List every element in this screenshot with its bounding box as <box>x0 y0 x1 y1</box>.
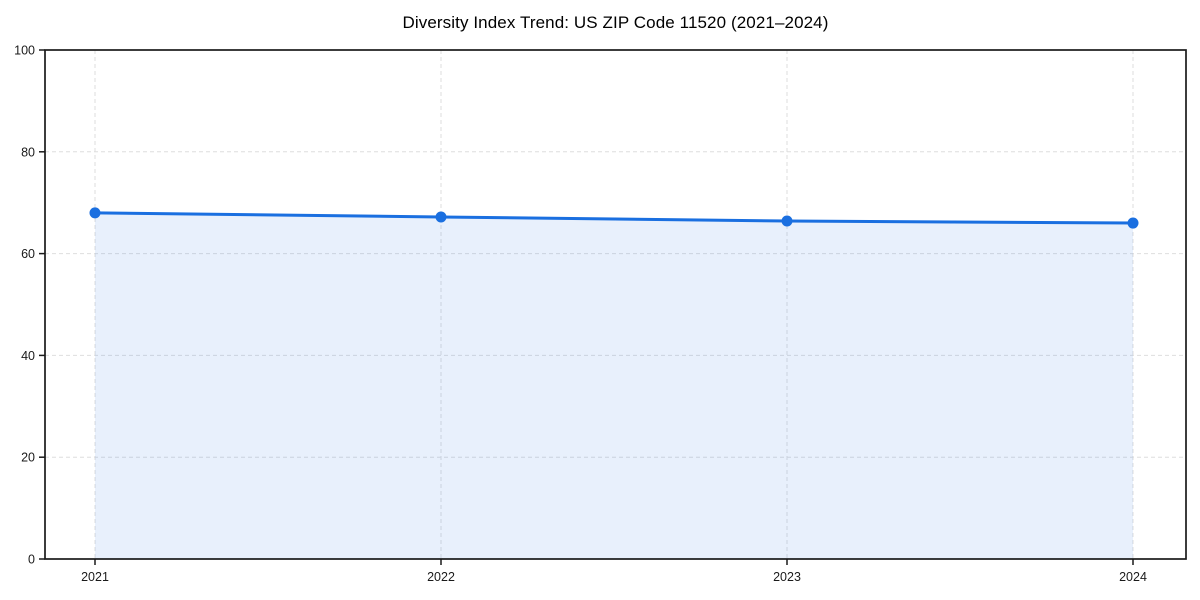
chart-title: Diversity Index Trend: US ZIP Code 11520… <box>402 13 829 32</box>
x-tick-label-2022: 2022 <box>427 570 455 584</box>
x-tick-label-2024: 2024 <box>1119 570 1147 584</box>
y-tick-label-0: 0 <box>28 553 35 567</box>
y-tick-label-40: 40 <box>21 349 35 363</box>
plot-frame <box>44 49 1187 560</box>
data-point-2024 <box>1127 217 1139 229</box>
area-fill <box>95 212 1133 559</box>
data-point-2021 <box>89 207 101 219</box>
data-point-2022 <box>435 211 447 223</box>
y-tick-label-80: 80 <box>21 145 35 159</box>
data-point-2023 <box>781 215 793 227</box>
trend-line <box>93 211 1135 225</box>
y-tick-label-20: 20 <box>21 451 35 465</box>
x-tick-label-2021: 2021 <box>81 570 109 584</box>
y-tick-label-60: 60 <box>21 247 35 261</box>
y-tick-label-100: 100 <box>14 44 35 58</box>
x-tick-label-2023: 2023 <box>773 570 801 584</box>
